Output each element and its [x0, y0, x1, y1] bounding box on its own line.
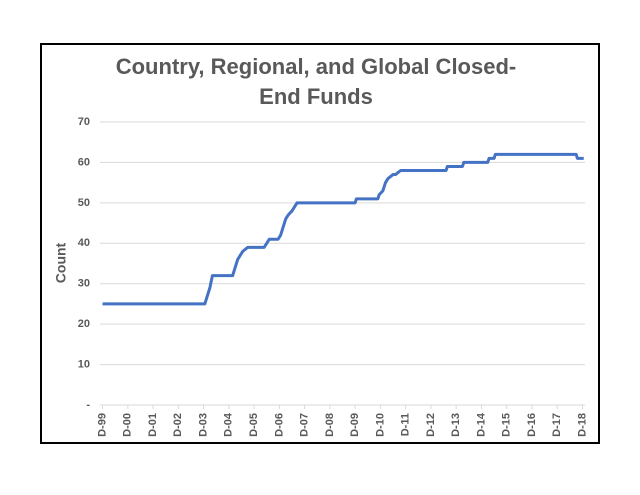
x-tick-label: D-14 — [475, 412, 487, 437]
y-tick-label: 50 — [78, 197, 90, 209]
x-tick-label: D-00 — [122, 413, 134, 437]
y-tick-label: 30 — [78, 278, 90, 290]
x-tick-label: D-06 — [273, 413, 285, 437]
chart-border — [40, 43, 600, 444]
x-tick-label: D-12 — [425, 413, 437, 437]
x-tick-label: D-17 — [551, 413, 563, 437]
line — [102, 152, 584, 306]
x-tick-label: D-15 — [501, 413, 513, 437]
x-tick-label: D-08 — [324, 413, 336, 437]
y-tick-label: - — [86, 399, 90, 411]
y-axis-label: Count — [53, 242, 69, 283]
y-tick-label: 40 — [78, 237, 90, 249]
x-tick-label: D-99 — [96, 413, 108, 437]
y-tick-label: 70 — [78, 116, 90, 128]
x-tick-label: D-18 — [576, 413, 588, 437]
x-tick-label: D-16 — [526, 413, 538, 437]
x-tick-label: D-05 — [248, 413, 260, 437]
y-tick-label: 20 — [78, 318, 90, 330]
x-tick-label: D-09 — [349, 413, 361, 437]
x-tick-label: D-03 — [197, 413, 209, 437]
x-tick-label: D-04 — [223, 412, 235, 437]
x-tick-label: D-10 — [374, 413, 386, 437]
y-tick-label: 60 — [78, 156, 90, 168]
x-tick-label: D-02 — [172, 413, 184, 437]
x-tick-label: D-13 — [450, 413, 462, 437]
x-tick-label: D-11 — [400, 413, 412, 436]
x-tick-label: D-07 — [299, 413, 311, 437]
x-tick-label: D-01 — [147, 413, 159, 437]
y-tick-label: 10 — [78, 358, 90, 370]
chart-title: Country, Regional, and Global Closed-End… — [115, 54, 517, 109]
